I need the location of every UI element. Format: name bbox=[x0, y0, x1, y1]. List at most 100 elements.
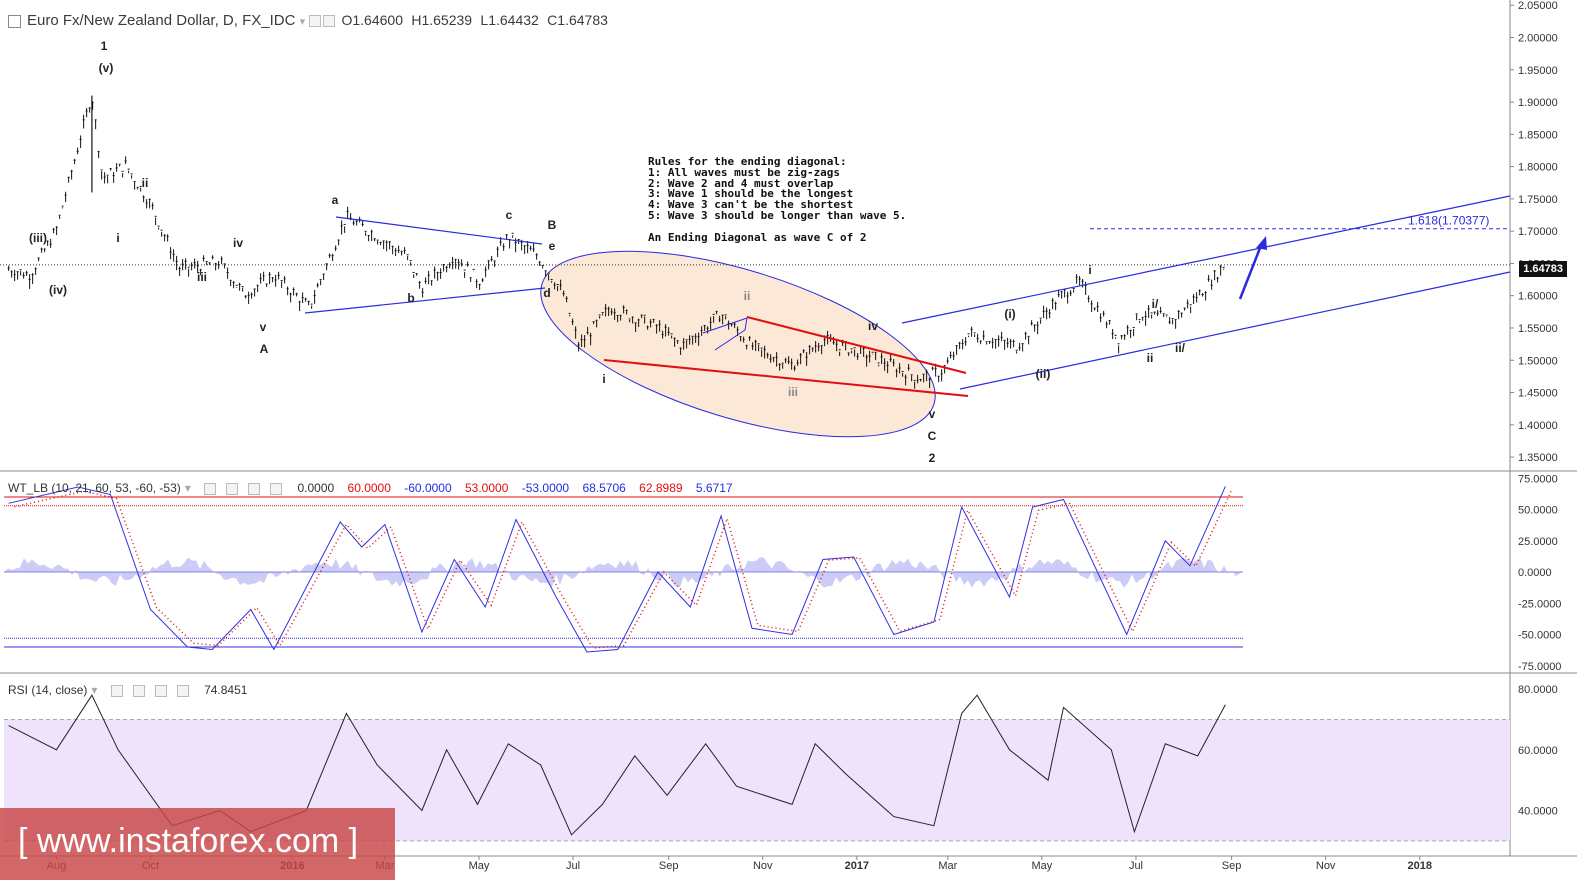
eye-icon[interactable] bbox=[110, 684, 123, 697]
wt-value-7: 5.6717 bbox=[695, 481, 733, 495]
wave-label: C bbox=[928, 429, 937, 443]
wt-tick-label: -75.0000 bbox=[1518, 661, 1561, 673]
rsi-value: 74.8451 bbox=[204, 683, 248, 697]
wt-tick-label: -50.0000 bbox=[1518, 630, 1561, 642]
price-tick-label: 1.35000 bbox=[1518, 452, 1558, 464]
ohlc-close: C1.64783 bbox=[547, 12, 608, 28]
price-tick-label: 1.85000 bbox=[1518, 129, 1558, 141]
wave-label: i bbox=[602, 372, 605, 386]
dropdown-icon[interactable]: ▾ bbox=[299, 16, 306, 28]
rule-line: 3: Wave 1 should be the longest bbox=[648, 187, 854, 201]
wave-label: iii bbox=[197, 270, 207, 284]
wt-value-2: -60.0000 bbox=[404, 481, 452, 495]
rule-line: 2: Wave 2 and 4 must overlap bbox=[648, 176, 834, 190]
time-tick-label: Sep bbox=[1222, 860, 1242, 872]
time-tick-label: May bbox=[469, 860, 490, 872]
ohlc-low: L1.64432 bbox=[480, 12, 539, 28]
wt-tick-label: 0.0000 bbox=[1518, 567, 1552, 579]
rsi-header: RSI (14, close) ▾ 74.8451 bbox=[8, 683, 257, 697]
time-tick-label: Nov bbox=[753, 860, 773, 872]
collapse-icon[interactable] bbox=[8, 14, 21, 28]
rule-line: An Ending Diagonal as wave C of 2 bbox=[648, 230, 867, 244]
rising-channel-lower bbox=[959, 271, 1511, 390]
price-tick-label: 1.60000 bbox=[1518, 291, 1558, 303]
wave-label: i bbox=[116, 231, 119, 245]
rule-line: 4: Wave 3 can't be the shortest bbox=[648, 198, 854, 212]
add-icon[interactable] bbox=[248, 482, 261, 495]
wt-histogram bbox=[4, 557, 1243, 588]
wave-label: 2 bbox=[929, 451, 936, 465]
price-tick-label: 1.40000 bbox=[1518, 420, 1558, 432]
eye-icon[interactable] bbox=[204, 482, 217, 495]
diagonal-lower-line bbox=[603, 359, 969, 397]
time-tick-label: May bbox=[1032, 860, 1053, 872]
wave-label: ii bbox=[142, 176, 149, 190]
wt-tick-label: 50.0000 bbox=[1518, 505, 1558, 517]
price-tick-label: 1.90000 bbox=[1518, 97, 1558, 109]
wt-tick-label: 25.0000 bbox=[1518, 536, 1558, 548]
wave-label: c bbox=[506, 208, 513, 222]
triangle-lower-line bbox=[304, 287, 546, 314]
wt-value-6: 62.8989 bbox=[639, 481, 683, 495]
price-tick-label: 1.55000 bbox=[1518, 323, 1558, 335]
price-tick-label: 1.95000 bbox=[1518, 65, 1558, 77]
wt-fast-line bbox=[8, 486, 1226, 653]
time-tick-label: 2017 bbox=[845, 860, 869, 872]
diagonal-upper-line bbox=[746, 316, 967, 374]
time-tick-label: 2018 bbox=[1407, 860, 1431, 872]
time-tick-label: Jul bbox=[1129, 860, 1143, 872]
wave-label: 1 bbox=[101, 39, 108, 53]
wt-value-4: -53.0000 bbox=[521, 481, 570, 495]
watermark-logo: [ www.instaforex.com ] bbox=[0, 808, 395, 880]
wt-header: WT_LB (10, 21, 60, 53, -60, -53) ▾ 0.0000… bbox=[8, 481, 743, 495]
wave-label: i bbox=[1088, 263, 1091, 277]
wt-tick-label: 75.0000 bbox=[1518, 473, 1558, 485]
close-icon[interactable] bbox=[176, 684, 189, 697]
price-tick-label: 2.05000 bbox=[1518, 0, 1558, 12]
wave-label: i/ bbox=[1152, 297, 1159, 311]
rule-line: 1: All waves must be zig-zags bbox=[648, 165, 841, 179]
add-icon[interactable] bbox=[154, 684, 167, 697]
price-tick-label: 2.00000 bbox=[1518, 33, 1558, 45]
wave-label: B bbox=[548, 218, 557, 232]
symbol-header: Euro Fx/New Zealand Dollar, D, FX_IDC ▾ … bbox=[8, 12, 608, 29]
symbol-title: Euro Fx/New Zealand Dollar, D, FX_IDC bbox=[27, 12, 296, 29]
wt-slow-line bbox=[14, 490, 1233, 649]
wave-label: v bbox=[929, 407, 936, 421]
rule-line: 5: Wave 3 should be longer than wave 5. bbox=[648, 208, 907, 222]
dropdown-icon[interactable]: ▾ bbox=[91, 683, 98, 697]
rsi-tick-label: 60.0000 bbox=[1518, 745, 1558, 757]
wave-label: d bbox=[543, 286, 550, 300]
eye-icon[interactable] bbox=[309, 15, 322, 28]
settings-icon[interactable] bbox=[132, 684, 145, 697]
fib-level-label: 1.618(1.70377) bbox=[1408, 214, 1489, 228]
close-icon[interactable] bbox=[270, 482, 283, 495]
rule-line: Rules for the ending diagonal: bbox=[648, 155, 847, 168]
price-tick-label: 1.80000 bbox=[1518, 162, 1558, 174]
rsi-title: RSI (14, close) bbox=[8, 683, 88, 697]
dropdown-icon[interactable]: ▾ bbox=[184, 481, 191, 495]
wt-value-0: 0.0000 bbox=[297, 481, 335, 495]
wave-label: iii bbox=[788, 385, 798, 399]
ohlc-open: O1.64600 bbox=[341, 12, 403, 28]
rising-channel-upper bbox=[901, 195, 1511, 324]
wave-label: (ii) bbox=[1036, 367, 1051, 381]
rsi-tick-label: 80.0000 bbox=[1518, 684, 1558, 696]
price-tick-label: 1.70000 bbox=[1518, 226, 1558, 238]
settings-icon[interactable] bbox=[226, 482, 239, 495]
wt-value-3: 53.0000 bbox=[464, 481, 509, 495]
wave-label: (iii) bbox=[29, 231, 47, 245]
ohlc-high: H1.65239 bbox=[411, 12, 473, 28]
settings-icon[interactable] bbox=[323, 15, 336, 28]
rsi-tick-label: 40.0000 bbox=[1518, 806, 1558, 818]
wt-value-1: 60.0000 bbox=[347, 481, 391, 495]
wt-title: WT_LB (10, 21, 60, 53, -60, -53) bbox=[8, 481, 181, 495]
wt-tick-label: -25.0000 bbox=[1518, 598, 1561, 610]
wave-label: iv bbox=[233, 236, 243, 250]
wave-label: e bbox=[549, 239, 556, 253]
wave-label: ii bbox=[1147, 351, 1154, 365]
ending-diagonal-rules: Rules for the ending diagonal: 1: All wav… bbox=[648, 155, 907, 244]
candles bbox=[7, 101, 1225, 389]
wave-label: (i) bbox=[1004, 307, 1015, 321]
